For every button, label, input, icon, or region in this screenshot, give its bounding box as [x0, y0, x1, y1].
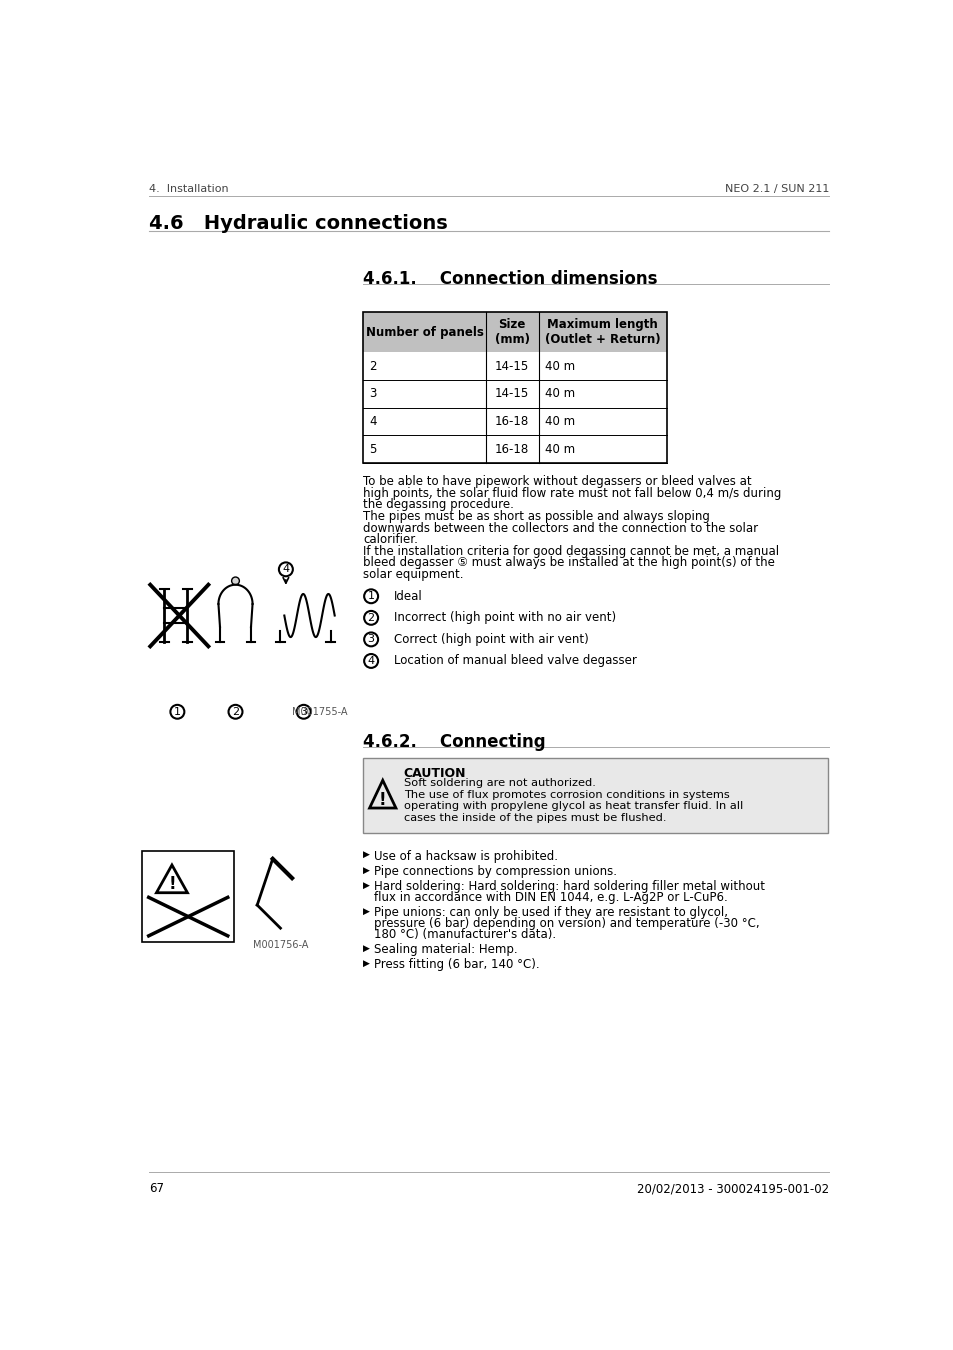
Text: 4: 4 [282, 564, 289, 574]
Text: high points, the solar fluid flow rate must not fall below 0,4 m/s during: high points, the solar fluid flow rate m… [363, 487, 781, 500]
Text: Location of manual bleed valve degasser: Location of manual bleed valve degasser [394, 655, 637, 667]
Text: 4: 4 [367, 656, 375, 666]
Text: calorifier.: calorifier. [363, 533, 417, 547]
Text: Maximum length
(Outlet + Return): Maximum length (Outlet + Return) [544, 319, 660, 346]
Text: 40 m: 40 m [544, 387, 575, 400]
Text: Pipe connections by compression unions.: Pipe connections by compression unions. [374, 864, 617, 878]
Text: The use of flux promotes corrosion conditions in systems: The use of flux promotes corrosion condi… [403, 790, 729, 799]
Text: Press fitting (6 bar, 140 °C).: Press fitting (6 bar, 140 °C). [374, 958, 539, 971]
Text: Hard soldering: Hard soldering: hard soldering filler metal without: Hard soldering: Hard soldering: hard sol… [374, 880, 764, 892]
Text: 1: 1 [173, 707, 181, 717]
Text: operating with propylene glycol as heat transfer fluid. In all: operating with propylene glycol as heat … [403, 801, 742, 811]
Bar [142, 850, 233, 942]
Text: 5: 5 [369, 443, 376, 456]
Text: ▶: ▶ [363, 907, 370, 915]
Text: 40 m: 40 m [544, 443, 575, 456]
Text: NEO 2.1 / SUN 211: NEO 2.1 / SUN 211 [724, 184, 828, 193]
Text: 4: 4 [369, 414, 376, 428]
Text: Pipe unions: can only be used if they are resistant to glycol,: Pipe unions: can only be used if they ar… [374, 906, 727, 919]
Text: To be able to have pipework without degassers or bleed valves at: To be able to have pipework without dega… [363, 475, 751, 489]
Text: Soft soldering are not authorized.: Soft soldering are not authorized. [403, 778, 595, 788]
Text: ▶: ▶ [363, 850, 370, 860]
Text: 40 m: 40 m [544, 414, 575, 428]
Bar [363, 312, 666, 352]
Bar [363, 757, 827, 833]
Text: Use of a hacksaw is prohibited.: Use of a hacksaw is prohibited. [374, 849, 558, 863]
Text: 16-18: 16-18 [495, 443, 529, 456]
Text: cases the inside of the pipes must be flushed.: cases the inside of the pipes must be fl… [403, 813, 665, 822]
Text: M001756-A: M001756-A [253, 940, 308, 949]
Text: M001755-A: M001755-A [292, 707, 348, 717]
Text: Ideal: Ideal [394, 590, 423, 603]
Text: 4.6.1.    Connection dimensions: 4.6.1. Connection dimensions [363, 270, 658, 288]
Text: pressure (6 bar) depending on version) and temperature (-30 °C,: pressure (6 bar) depending on version) a… [374, 917, 759, 930]
Text: Size
(mm): Size (mm) [495, 319, 529, 346]
Text: CAUTION: CAUTION [403, 767, 466, 780]
Text: 2: 2 [369, 359, 376, 373]
Text: 20/02/2013 - 300024195-001-02: 20/02/2013 - 300024195-001-02 [637, 1183, 828, 1195]
Text: bleed degasser ⑤ must always be installed at the high point(s) of the: bleed degasser ⑤ must always be installe… [363, 556, 775, 570]
Text: ▶: ▶ [363, 865, 370, 875]
Text: 16-18: 16-18 [495, 414, 529, 428]
Text: ▶: ▶ [363, 944, 370, 953]
Text: 1: 1 [367, 591, 375, 601]
Text: If the installation criteria for good degassing cannot be met, a manual: If the installation criteria for good de… [363, 544, 779, 558]
Text: 3: 3 [369, 387, 376, 400]
Text: 180 °C) (manufacturer's data).: 180 °C) (manufacturer's data). [374, 929, 556, 941]
Text: Number of panels: Number of panels [365, 325, 483, 339]
Text: downwards between the collectors and the connection to the solar: downwards between the collectors and the… [363, 521, 758, 535]
Text: The pipes must be as short as possible and always sloping: The pipes must be as short as possible a… [363, 510, 709, 522]
Text: Incorrect (high point with no air vent): Incorrect (high point with no air vent) [394, 612, 616, 624]
Text: 4.  Installation: 4. Installation [149, 184, 228, 193]
Text: !: ! [168, 875, 175, 894]
Text: 2: 2 [232, 707, 239, 717]
Text: flux in accordance with DIN EN 1044, e.g. L-Ag2P or L-CuP6.: flux in accordance with DIN EN 1044, e.g… [374, 891, 727, 903]
Text: 67: 67 [149, 1183, 164, 1195]
Text: 14-15: 14-15 [495, 387, 529, 400]
Text: ▶: ▶ [363, 958, 370, 968]
Text: ▶: ▶ [363, 880, 370, 890]
Text: Correct (high point with air vent): Correct (high point with air vent) [394, 633, 589, 645]
Text: 40 m: 40 m [544, 359, 575, 373]
Text: !: ! [378, 791, 386, 810]
Text: 14-15: 14-15 [495, 359, 529, 373]
Text: 4.6.2.    Connecting: 4.6.2. Connecting [363, 733, 545, 752]
Text: 3: 3 [300, 707, 307, 717]
Text: the degassing procedure.: the degassing procedure. [363, 498, 514, 512]
Text: 2: 2 [367, 613, 375, 622]
Text: 4.6   Hydraulic connections: 4.6 Hydraulic connections [149, 215, 447, 234]
Text: solar equipment.: solar equipment. [363, 568, 463, 580]
Text: 3: 3 [367, 634, 375, 644]
Bar [363, 312, 666, 463]
Text: Sealing material: Hemp.: Sealing material: Hemp. [374, 944, 517, 956]
Circle shape [232, 576, 239, 585]
